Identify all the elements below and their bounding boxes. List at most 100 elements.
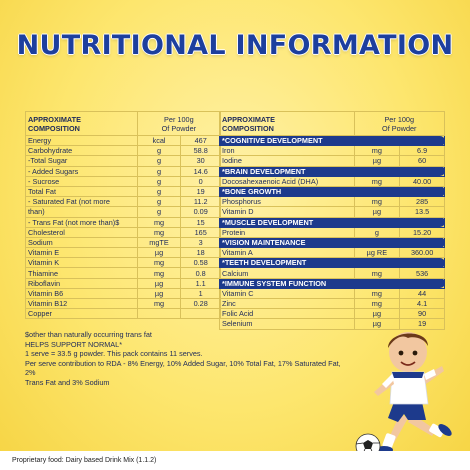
nutrient-unit: g bbox=[353, 226, 401, 238]
nutrient-unit: µg bbox=[136, 277, 182, 289]
section-title: *COGNITIVE DEVELOPMENT bbox=[219, 134, 445, 147]
section-band: *TEETH DEVELOPMENT bbox=[219, 257, 445, 269]
nutrient-unit: mg bbox=[136, 216, 182, 228]
nutrient-value: 30 bbox=[180, 155, 221, 167]
section-band: *VISION MAINTENANCE bbox=[219, 236, 445, 249]
nutrient-unit: mg bbox=[353, 287, 401, 300]
nutrient-unit: µg bbox=[136, 247, 182, 259]
nutrient-name: Copper bbox=[25, 308, 138, 320]
nutrient-value: 11.2 bbox=[180, 196, 221, 208]
table-row: Vitamin B12 mg 0.28 bbox=[25, 297, 221, 310]
table-row: Cholesterol mg 165 bbox=[25, 226, 221, 238]
nutrient-unit: mg bbox=[136, 226, 182, 238]
section-band: *MUSCLE DEVELOPMENT bbox=[219, 216, 445, 228]
nutrient-value: 19 bbox=[399, 318, 445, 330]
nutrient-unit: kcal bbox=[136, 134, 182, 147]
nutrient-value: 0.58 bbox=[180, 257, 221, 269]
nutrient-unit: µg bbox=[353, 308, 401, 320]
nutrient-unit: g bbox=[136, 145, 182, 157]
nutrient-value: 40.00 bbox=[399, 175, 445, 187]
nutrient-value: 0 bbox=[180, 175, 221, 187]
nutrient-unit: g bbox=[136, 175, 182, 187]
nutrient-unit: mg bbox=[353, 145, 401, 157]
table-row: Vitamin B6 µg 1 bbox=[25, 287, 221, 300]
nutrient-value: 4.1 bbox=[399, 297, 445, 310]
table-row: Docosahexaenoic Acid (DHA) mg 40.00 bbox=[219, 175, 445, 187]
table-row: Iron mg 6.9 bbox=[219, 145, 445, 157]
table-row: Selenium µg 19 bbox=[219, 318, 445, 330]
table-row: Carbohydrate g 58.8 bbox=[25, 145, 221, 157]
nutrient-name: - Trans Fat (not more than)$ bbox=[25, 216, 138, 228]
nutrient-name: Iodine bbox=[219, 155, 355, 167]
header-per-line2: Of Powder bbox=[161, 123, 197, 133]
nutrient-name: Calcium bbox=[219, 267, 355, 279]
nutrient-value: 15 bbox=[180, 216, 221, 228]
nutrient-value: 58.8 bbox=[180, 145, 221, 157]
table-row: Protein g 15.20 bbox=[219, 226, 445, 238]
nutrient-unit: mg bbox=[353, 175, 401, 187]
section-title: *MUSCLE DEVELOPMENT bbox=[219, 216, 445, 228]
nutrient-name: Riboflavin bbox=[25, 277, 138, 289]
header-per-line2: Of Powder bbox=[382, 123, 417, 133]
nutrient-value: 3 bbox=[180, 236, 221, 249]
left-nutrition-table: APPROXIMATE COMPOSITION Per 100g Of Powder E… bbox=[25, 111, 222, 320]
nutrient-unit: mg bbox=[353, 267, 401, 279]
table-header-row: APPROXIMATE COMPOSITION Per 100g Of Powder bbox=[25, 111, 222, 136]
header-label: APPROXIMATE COMPOSITION bbox=[25, 111, 138, 136]
nutrient-value: 18 bbox=[180, 247, 221, 259]
section-band: *BRAIN DEVELOPMENT bbox=[219, 165, 445, 177]
section-title: *IMMUNE SYSTEM FUNCTION bbox=[219, 277, 445, 289]
nutrient-value: 285 bbox=[399, 196, 445, 208]
nutrient-name: - Added Sugars bbox=[25, 165, 138, 177]
nutrient-unit: mg bbox=[136, 297, 182, 310]
nutrient-unit: mgTE bbox=[136, 236, 182, 249]
nutrient-name: Folic Acid bbox=[219, 308, 355, 320]
footnotes: $other than naturally occurring trans fa… bbox=[25, 330, 345, 388]
nutrient-unit: µg RE bbox=[353, 247, 401, 259]
header-per-line1: Per 100g bbox=[164, 114, 194, 124]
nutrient-name: Selenium bbox=[219, 318, 355, 330]
table-row: Iodine µg 60 bbox=[219, 155, 445, 167]
header-per-100g: Per 100g Of Powder bbox=[353, 111, 446, 136]
table-row: Zinc mg 4.1 bbox=[219, 297, 445, 310]
section-band: *BONE GROWTH bbox=[219, 185, 445, 198]
section-title: *BONE GROWTH bbox=[219, 185, 445, 198]
nutrient-value: 536 bbox=[399, 267, 445, 279]
nutrient-value: 19 bbox=[180, 185, 221, 198]
nutrient-unit: g bbox=[136, 196, 182, 208]
header-label-line2: COMPOSITION bbox=[28, 123, 80, 133]
nutrient-unit: µg bbox=[353, 206, 401, 218]
nutrient-name: -Total Sugar bbox=[25, 155, 138, 167]
nutrient-value: 165 bbox=[180, 226, 221, 238]
nutrient-value: 6.9 bbox=[399, 145, 445, 157]
section-title: *BRAIN DEVELOPMENT bbox=[219, 165, 445, 177]
header-per-100g: Per 100g Of Powder bbox=[136, 111, 222, 136]
nutrient-value: 14.6 bbox=[180, 165, 221, 177]
nutrient-value: 360.00 bbox=[399, 247, 445, 259]
nutrient-value: 90 bbox=[399, 308, 445, 320]
table-row: - Saturated Fat (not more g 11.2 bbox=[25, 196, 221, 208]
nutrient-name: Docosahexaenoic Acid (DHA) bbox=[219, 175, 355, 187]
nutrient-name: Carbohydrate bbox=[25, 145, 138, 157]
footnote-line: 1 serve = 33.5 g powder. This pack conta… bbox=[25, 349, 203, 359]
nutrient-name: Protein bbox=[219, 226, 355, 238]
nutrient-value: 0.8 bbox=[180, 267, 221, 279]
nutrient-name: Vitamin K bbox=[25, 257, 138, 269]
nutrient-value: 15.20 bbox=[399, 226, 445, 238]
footer-text: Proprietary food: Dairy based Drink Mix … bbox=[12, 457, 157, 464]
header-label: APPROXIMATE COMPOSITION bbox=[219, 111, 355, 136]
nutrient-unit bbox=[136, 308, 182, 320]
header-per-line1: Per 100g bbox=[384, 114, 415, 124]
nutrient-unit: µg bbox=[353, 155, 401, 167]
nutrient-name: Vitamin C bbox=[219, 287, 355, 300]
nutrient-name: than) bbox=[25, 206, 138, 218]
footnote-line: Per serve contribution to RDA - 8% Energ… bbox=[25, 358, 341, 378]
header-label-line1: APPROXIMATE bbox=[28, 114, 81, 124]
nutrient-name: - Sucrose bbox=[25, 175, 138, 187]
table-row: Riboflavin µg 1.1 bbox=[25, 277, 221, 289]
nutrient-name: Vitamin A bbox=[219, 247, 355, 259]
